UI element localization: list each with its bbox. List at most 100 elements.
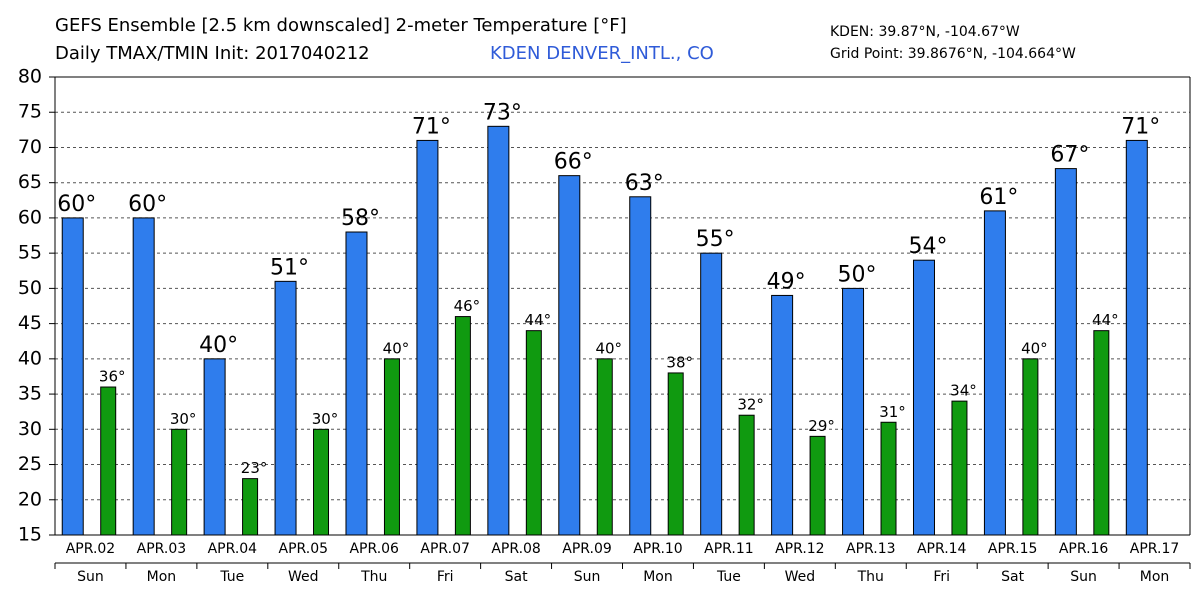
- bar: [983, 210, 1006, 536]
- bar: [454, 316, 471, 536]
- bar: [242, 478, 259, 536]
- bar: [487, 125, 510, 536]
- value-label: 31°: [879, 403, 906, 421]
- value-label: 58°: [341, 206, 380, 231]
- weekday-label: Thu: [360, 569, 387, 585]
- value-label: 51°: [270, 255, 309, 280]
- bar: [171, 428, 188, 536]
- bar: [416, 139, 439, 536]
- value-label: 63°: [625, 171, 664, 196]
- weekday-label: Fri: [437, 569, 454, 585]
- bar: [738, 414, 755, 536]
- y-tick-label: 60: [18, 206, 42, 228]
- y-tick-label: 40: [18, 347, 42, 369]
- bar: [274, 280, 297, 536]
- bar: [313, 428, 330, 536]
- weekday-label: Sat: [1001, 569, 1024, 585]
- grid-point: Grid Point: 39.8676°N, -104.664°W: [830, 46, 1076, 62]
- y-tick-label: 20: [18, 488, 42, 510]
- value-label: 54°: [908, 234, 947, 259]
- value-label: 46°: [454, 297, 481, 315]
- bar: [203, 358, 226, 536]
- bar: [629, 196, 652, 536]
- value-label: 60°: [57, 192, 96, 217]
- bar: [1093, 330, 1110, 536]
- bar: [1022, 358, 1039, 536]
- y-tick-label: 25: [18, 453, 42, 475]
- value-label: 50°: [838, 262, 877, 287]
- x-tick-label: APR.09: [562, 541, 612, 557]
- y-tick-label: 65: [18, 171, 42, 193]
- x-tick-label: APR.12: [775, 541, 825, 557]
- weekday-label: Wed: [288, 569, 319, 585]
- value-label: 34°: [950, 382, 977, 400]
- chart-subtitle: Daily TMAX/TMIN Init: 2017040212: [55, 43, 370, 64]
- weekday-label: Thu: [857, 569, 884, 585]
- x-tick-label: APR.03: [137, 541, 187, 557]
- bar: [525, 330, 542, 536]
- y-tick-label: 70: [18, 136, 42, 158]
- x-tick-label: APR.02: [66, 541, 116, 557]
- value-label: 49°: [767, 269, 806, 294]
- station: KDEN DENVER_INTL., CO: [490, 43, 714, 64]
- weekday-label: Tue: [716, 569, 741, 585]
- y-tick-label: 75: [18, 101, 42, 123]
- bar: [1054, 168, 1077, 536]
- value-label: 32°: [737, 396, 764, 414]
- y-tick-label: 35: [18, 383, 42, 405]
- y-tick-label: 45: [18, 312, 42, 334]
- value-label: 38°: [666, 353, 693, 371]
- bar: [842, 287, 865, 536]
- y-tick-label: 50: [18, 277, 42, 299]
- x-tick-label: APR.17: [1130, 541, 1180, 557]
- x-tick-label: APR.11: [704, 541, 754, 557]
- y-tick-label: 55: [18, 242, 42, 264]
- x-tick-label: APR.04: [208, 541, 258, 557]
- weekday-label: Sun: [574, 569, 601, 585]
- x-tick-label: APR.06: [349, 541, 399, 557]
- x-tick-label: APR.07: [420, 541, 470, 557]
- value-label: 30°: [170, 410, 197, 428]
- weekday-label: Sun: [77, 569, 104, 585]
- bar: [700, 252, 723, 536]
- value-label: 55°: [696, 227, 735, 252]
- bar: [667, 372, 684, 536]
- x-tick-label: APR.15: [988, 541, 1038, 557]
- x-tick-label: APR.10: [633, 541, 683, 557]
- x-tick-label: APR.14: [917, 541, 967, 557]
- weekday-label: Wed: [785, 569, 816, 585]
- weekday-label: Mon: [643, 569, 673, 585]
- x-tick-label: APR.13: [846, 541, 896, 557]
- bar: [345, 231, 368, 536]
- bar: [596, 358, 613, 536]
- x-tick-label: APR.16: [1059, 541, 1109, 557]
- weekday-label: Mon: [1140, 569, 1170, 585]
- value-label: 71°: [1121, 114, 1160, 139]
- bar: [383, 358, 400, 536]
- value-label: 40°: [199, 333, 238, 358]
- bar: [951, 400, 968, 536]
- x-tick-label: APR.05: [279, 541, 329, 557]
- bar: [132, 217, 155, 536]
- y-tick-label: 30: [18, 418, 42, 440]
- bar: [809, 435, 826, 536]
- value-label: 23°: [241, 459, 268, 477]
- value-label: 40°: [383, 339, 410, 357]
- value-label: 40°: [595, 339, 622, 357]
- bar: [1125, 139, 1148, 536]
- weekday-label: Sun: [1070, 569, 1097, 585]
- weekday-label: Sat: [505, 569, 528, 585]
- value-label: 60°: [128, 192, 167, 217]
- value-label: 40°: [1021, 339, 1048, 357]
- value-label: 36°: [99, 368, 126, 386]
- value-label: 71°: [412, 114, 451, 139]
- weekday-label: Fri: [933, 569, 950, 585]
- value-label: 67°: [1050, 143, 1089, 168]
- chart-title: GEFS Ensemble [2.5 km downscaled] 2-mete…: [55, 15, 627, 36]
- value-label: 44°: [525, 311, 552, 329]
- bar: [100, 386, 117, 536]
- weekday-label: Tue: [219, 569, 244, 585]
- location: KDEN: 39.87°N, -104.67°W: [830, 24, 1020, 40]
